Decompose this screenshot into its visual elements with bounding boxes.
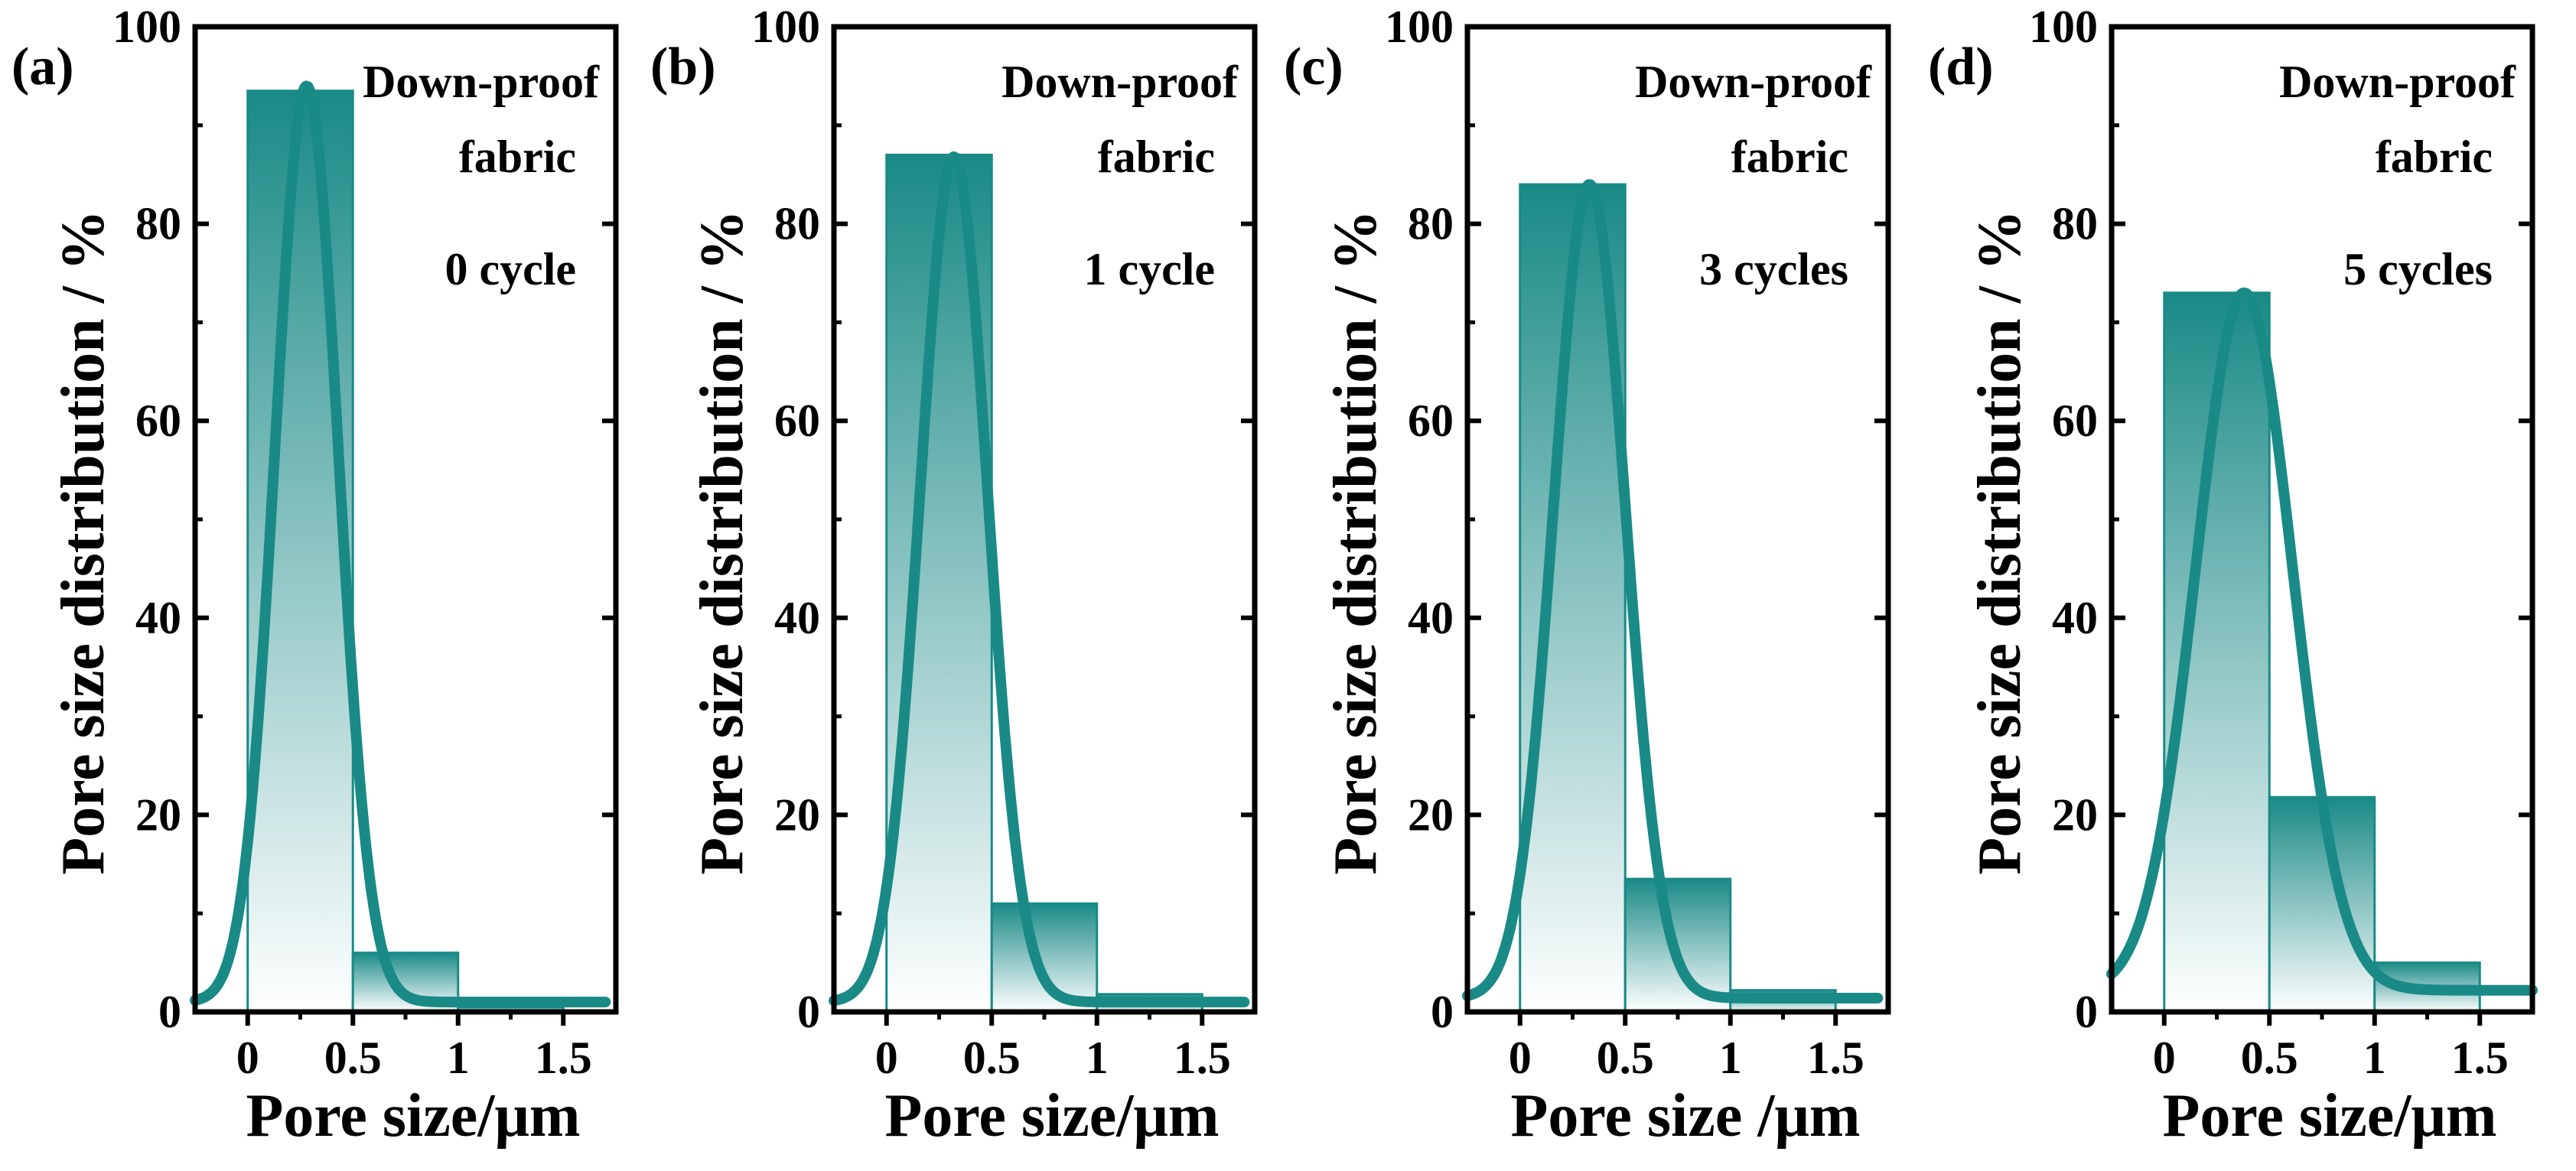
x-tick-label: 0 [1509, 1033, 1532, 1083]
y-tick-label: 80 [135, 199, 181, 249]
y-axis-title: Pore size distribution / % [1966, 210, 2034, 875]
y-tick-label: 40 [774, 593, 820, 643]
fit-curve [2106, 287, 2538, 996]
y-tick-label: 100 [2029, 2, 2098, 52]
x-tick-label: 1 [2363, 1033, 2386, 1083]
y-tick-label: 20 [1408, 789, 1454, 840]
annotation-title-line2: fabric [1731, 132, 1848, 182]
annotation-title-line2: fabric [2376, 132, 2493, 182]
x-tick-label: 1.5 [535, 1033, 592, 1083]
annotation-condition: 1 cycle [1083, 244, 1215, 294]
y-tick-label: 20 [2052, 789, 2098, 840]
y-tick-label: 60 [2052, 395, 2098, 446]
x-tick-label: 0 [236, 1033, 259, 1083]
x-axis-title: Pore size/μm [2162, 1082, 2496, 1150]
annotation-title-line1: Down-proof [1635, 57, 1872, 107]
y-tick-label: 100 [1385, 2, 1454, 52]
annotation-title-line2: fabric [459, 132, 576, 182]
y-tick-label: 0 [1431, 987, 1454, 1037]
x-tick-label: 0.5 [2241, 1033, 2298, 1083]
y-tick-label: 80 [774, 199, 820, 249]
y-tick-label: 60 [135, 395, 181, 446]
y-tick-label: 40 [135, 593, 181, 643]
x-tick-label: 0.5 [324, 1033, 382, 1083]
annotation-title-line1: Down-proof [2279, 57, 2516, 107]
y-tick-label: 20 [774, 789, 820, 840]
histogram-bar [351, 951, 460, 1013]
y-tick-label: 80 [2052, 199, 2098, 249]
y-tick-label: 100 [112, 2, 181, 52]
y-tick-label: 40 [2052, 593, 2098, 643]
annotation-condition: 0 cycle [445, 244, 576, 294]
fit-curve [190, 80, 611, 1008]
x-tick-label: 0 [2153, 1033, 2176, 1083]
x-tick-label: 1.5 [2451, 1033, 2509, 1083]
y-tick-label: 60 [774, 395, 820, 446]
panel-label: (b) [650, 37, 716, 96]
histogram-bar [246, 89, 354, 1013]
y-tick-label: 40 [1408, 593, 1454, 643]
annotation-condition: 5 cycles [2343, 244, 2493, 294]
panel-label: (c) [1284, 37, 1343, 96]
panel-label: (a) [11, 37, 74, 96]
x-tick-label: 0.5 [1597, 1033, 1654, 1083]
y-axis-title: Pore size distribution / % [689, 210, 756, 875]
y-tick-label: 20 [135, 789, 181, 840]
x-tick-label: 1.5 [1174, 1033, 1231, 1083]
x-tick-label: 1.5 [1807, 1033, 1864, 1083]
y-tick-label: 0 [797, 987, 820, 1037]
histogram-bar [990, 902, 1099, 1013]
fit-curve [829, 151, 1250, 1008]
x-tick-label: 1 [1086, 1033, 1109, 1083]
annotation-condition: 3 cycles [1699, 244, 1848, 294]
x-tick-label: 0.5 [963, 1033, 1021, 1083]
y-tick-label: 60 [1408, 395, 1454, 446]
x-axis-title: Pore size /μm [1510, 1082, 1860, 1150]
x-tick-label: 0 [875, 1033, 898, 1083]
x-axis-title: Pore size/μm [884, 1082, 1219, 1150]
panel-label: (d) [1928, 37, 1994, 96]
x-tick-label: 1 [1719, 1033, 1742, 1083]
annotation-title-line1: Down-proof [1001, 57, 1239, 107]
annotation-title-line2: fabric [1098, 132, 1215, 182]
y-tick-label: 0 [2075, 987, 2098, 1037]
y-axis-title: Pore size distribution / % [1322, 210, 1389, 875]
y-tick-label: 100 [751, 2, 820, 52]
annotation-title-line1: Down-proof [363, 57, 600, 107]
x-axis-title: Pore size/μm [246, 1082, 580, 1150]
y-axis-title: Pore size distribution / % [50, 210, 117, 875]
x-tick-label: 1 [447, 1033, 470, 1083]
y-tick-label: 80 [1408, 199, 1454, 249]
y-tick-label: 0 [158, 987, 181, 1037]
fit-curve [1462, 179, 1884, 1003]
